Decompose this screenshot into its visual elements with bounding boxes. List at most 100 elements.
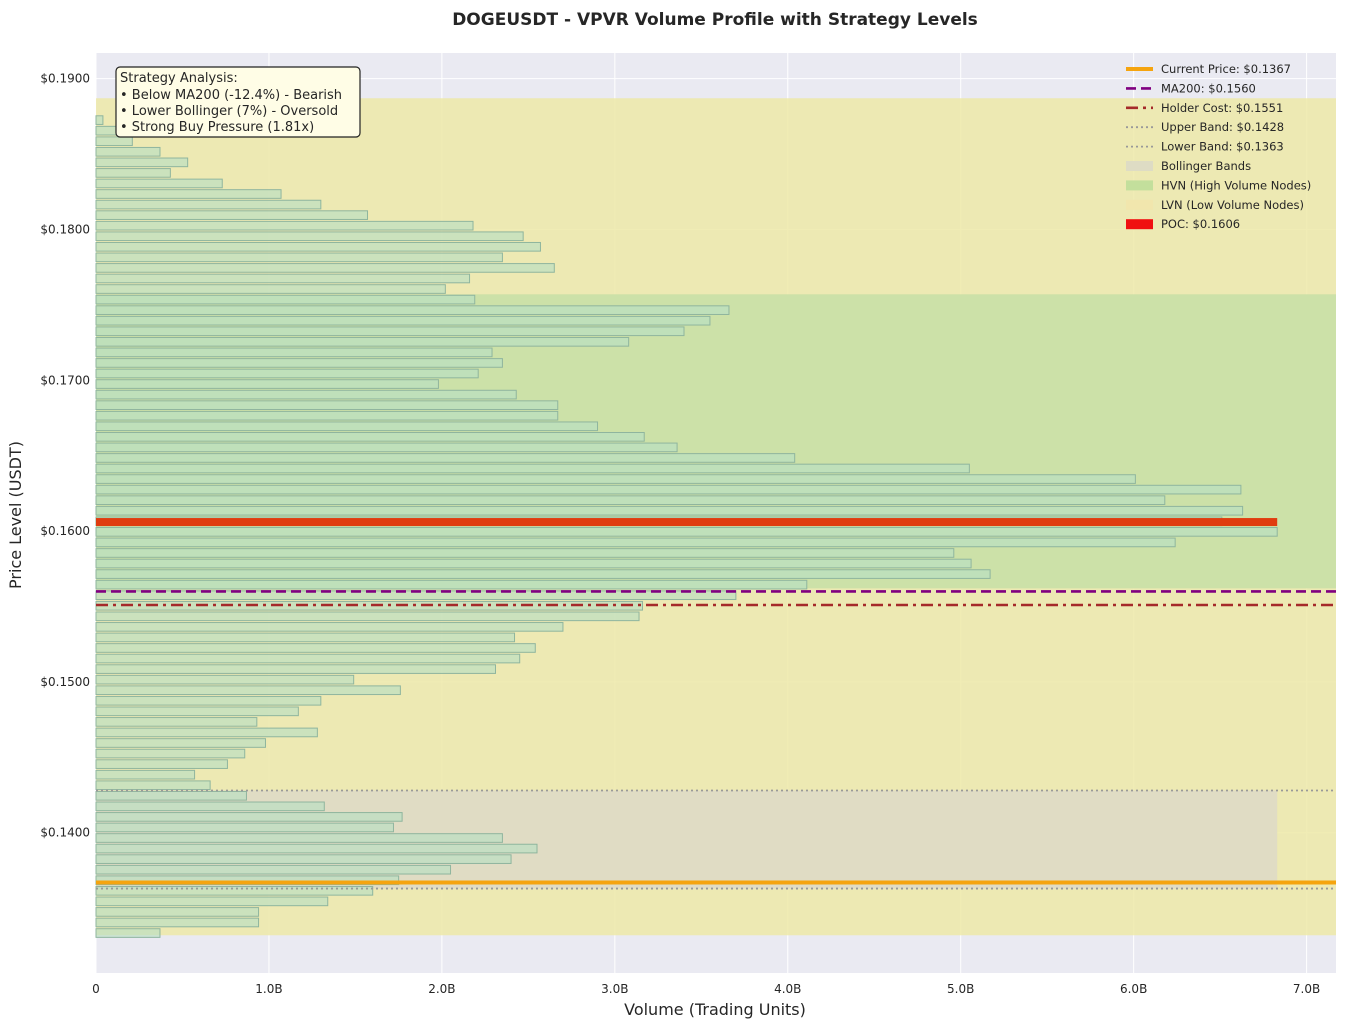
volume-bar — [95, 347, 493, 358]
legend-label: LVN (Low Volume Nodes) — [1161, 198, 1304, 212]
volume-bar — [95, 864, 452, 875]
legend-swatch — [1126, 180, 1153, 191]
volume-bar — [95, 769, 196, 780]
volume-bar — [95, 263, 555, 273]
volume-bar — [95, 622, 564, 632]
volume-bar — [95, 653, 521, 664]
volume-bar — [95, 336, 630, 347]
annotation-line: • Lower Bollinger (7%) - Oversold — [120, 104, 338, 119]
volume-bar — [95, 368, 479, 379]
volume-bar — [95, 410, 559, 421]
volume-bar — [95, 389, 517, 400]
volume-bar — [95, 432, 645, 442]
legend-label: Lower Band: $0.1363 — [1161, 140, 1284, 154]
y-tick-label: $0.1500 — [40, 675, 90, 689]
volume-bar — [95, 579, 808, 590]
y-tick-label: $0.1900 — [40, 72, 90, 86]
volume-bar — [95, 484, 1242, 495]
legend-label: Current Price: $0.1367 — [1161, 62, 1291, 76]
volume-bar — [95, 611, 640, 622]
volume-bar — [95, 115, 104, 125]
volume-bar — [95, 241, 541, 252]
volume-bar — [95, 305, 730, 315]
volume-bars — [95, 115, 1278, 938]
volume-bar — [95, 695, 322, 706]
y-tick-label: $0.1400 — [40, 826, 90, 840]
volume-bar — [95, 917, 260, 928]
legend-label: Bollinger Bands — [1161, 159, 1251, 173]
legend-label: HVN (High Volume Nodes) — [1161, 178, 1311, 192]
volume-bar — [95, 210, 369, 220]
legend-item: POC: $0.1606 — [1126, 217, 1240, 231]
volume-bar — [95, 833, 503, 843]
volume-bar — [95, 358, 503, 368]
volume-bar — [95, 189, 282, 199]
volume-bar — [95, 294, 476, 305]
volume-bar — [95, 157, 189, 168]
volume-bar — [95, 558, 972, 569]
volume-bar — [95, 801, 325, 812]
volume-bar — [95, 569, 991, 579]
volume-bar — [95, 717, 258, 727]
volume-bar — [95, 463, 970, 474]
volume-bar — [95, 748, 246, 759]
volume-bar — [95, 632, 516, 643]
volume-bar — [95, 738, 266, 748]
volume-bar — [95, 252, 503, 263]
volume-bar — [95, 643, 536, 653]
legend: Current Price: $0.1367 MA200: $0.1560 Hold… — [1126, 62, 1311, 231]
y-axis-label: Price Level (USDT) — [6, 441, 25, 589]
x-axis-label: Volume (Trading Units) — [624, 1000, 806, 1019]
legend-swatch — [1126, 199, 1153, 210]
legend-item: Upper Band: $0.1428 — [1126, 120, 1284, 134]
legend-item: Lower Band: $0.1363 — [1126, 140, 1284, 154]
volume-bar — [95, 727, 318, 738]
volume-bar — [95, 326, 685, 337]
annotation-line: • Strong Buy Pressure (1.81x) — [120, 120, 314, 135]
volume-bar — [95, 854, 512, 864]
volume-bar — [95, 379, 439, 389]
volume-bar — [95, 495, 1166, 506]
volume-bar — [95, 759, 228, 769]
volume-bar — [95, 790, 247, 801]
x-tick-label: 1.0B — [255, 982, 282, 996]
poc-bar — [96, 518, 1278, 527]
volume-bar — [95, 442, 678, 453]
volume-bar — [95, 706, 299, 717]
legend-item: LVN (Low Volume Nodes) — [1126, 198, 1304, 212]
strategy-annotation: Strategy Analysis: • Below MA200 (-12.4%… — [115, 66, 361, 138]
x-tick-label: 6.0B — [1120, 982, 1147, 996]
volume-bar — [95, 780, 211, 791]
volume-bar — [95, 674, 355, 685]
x-tick-label: 5.0B — [947, 982, 974, 996]
volume-bar — [95, 220, 474, 231]
volume-bar — [95, 474, 1136, 484]
volume-bar — [95, 907, 260, 917]
legend-item: Bollinger Bands — [1126, 159, 1251, 173]
volume-bar — [95, 453, 796, 463]
volume-bar — [95, 125, 118, 136]
annotation-line: • Below MA200 (-12.4%) - Bearish — [120, 88, 342, 103]
volume-bar — [95, 885, 374, 896]
volume-bar — [95, 421, 599, 432]
volume-bar — [95, 928, 161, 938]
volume-bar — [95, 505, 1244, 516]
volume-bar — [95, 537, 1176, 548]
chart-title: DOGEUSDT - VPVR Volume Profile with Stra… — [452, 10, 978, 30]
y-axis-ticks: $0.1400 $0.1500 $0.1600 $0.1700 $0.1800 $0.19… — [40, 72, 90, 840]
y-tick-label: $0.1600 — [40, 524, 90, 538]
volume-bar — [95, 315, 711, 326]
volume-bar — [95, 812, 403, 822]
volume-bar — [95, 146, 161, 157]
legend-swatch — [1126, 219, 1153, 230]
volume-bar — [95, 896, 329, 907]
legend-label: Upper Band: $0.1428 — [1161, 120, 1284, 134]
legend-swatch — [1126, 161, 1153, 171]
volume-bar — [95, 284, 446, 294]
annotation-box — [115, 66, 361, 138]
x-tick-label: 3.0B — [601, 982, 628, 996]
volume-bar — [95, 685, 401, 696]
x-tick-label: 0 — [92, 982, 100, 996]
